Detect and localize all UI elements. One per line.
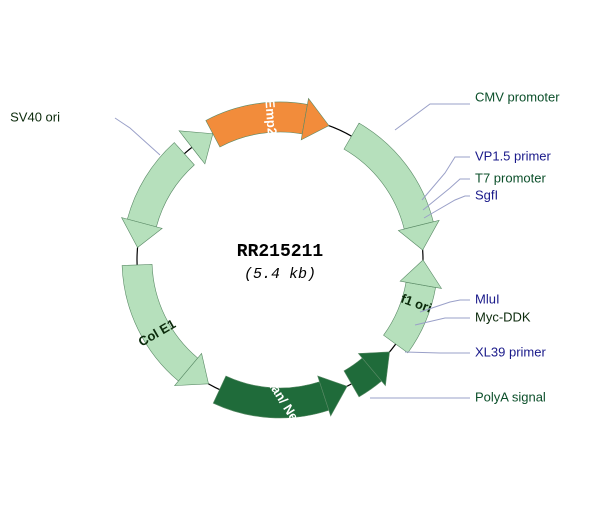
plasmid-name: RR215211 (237, 242, 324, 262)
label-sgfi: SgfI (475, 187, 498, 202)
label-cmv: CMV promoter (475, 89, 560, 104)
leader-sv40 (115, 118, 160, 155)
label-t7: T7 promoter (475, 170, 546, 185)
label-polya: PolyA signal (475, 389, 546, 404)
segment-label-emp2: Emp2 (262, 99, 279, 135)
segment-cmv (344, 123, 433, 229)
label-vp15: VP1.5 primer (475, 148, 552, 163)
label-xl39: XL39 primer (475, 344, 546, 359)
label-sv40: SV40 ori (10, 109, 60, 124)
leader-cmv (395, 104, 470, 130)
label-mycddk: Myc-DDK (475, 309, 531, 324)
plasmid-map: Emp2Col E1Kan/ Neof1 oriCMV promoterVP1.… (0, 0, 600, 512)
label-mlui: MluI (475, 291, 500, 306)
leader-xl39 (405, 352, 470, 353)
segment-polya (127, 143, 194, 227)
segment-emp2 (206, 102, 308, 147)
plasmid-size: (5.4 kb) (244, 266, 316, 283)
